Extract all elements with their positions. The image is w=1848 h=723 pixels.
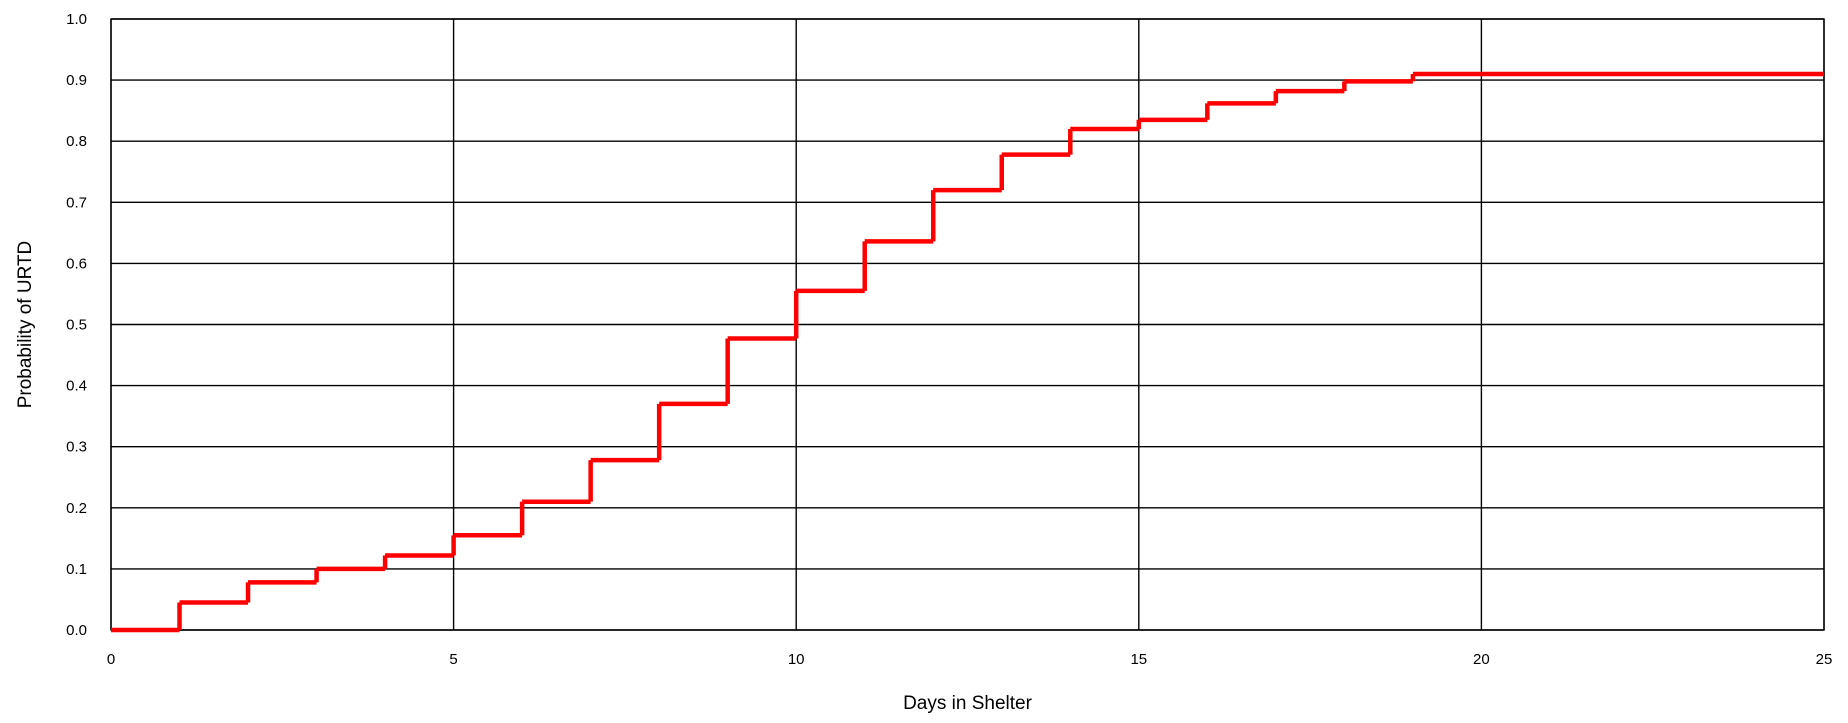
y-axis-title: Probability of URTD <box>15 241 36 409</box>
x-axis-tick-labels: 0 5 10 15 20 25 <box>107 651 1833 668</box>
series-0 <box>111 71 1824 633</box>
y-tick-label: 0.9 <box>66 72 87 89</box>
y-tick-label: 0.3 <box>66 439 87 456</box>
y-tick-label: 0.2 <box>66 500 87 517</box>
y-tick-label: 1.0 <box>66 11 87 28</box>
x-tick-label: 15 <box>1130 651 1147 668</box>
y-tick-label: 0.5 <box>66 317 87 334</box>
y-tick-label: 0.1 <box>66 561 87 578</box>
data-series-layer <box>111 71 1824 633</box>
y-tick-label: 0.8 <box>66 133 87 150</box>
x-tick-label: 5 <box>449 651 457 668</box>
plot-area-frame <box>110 18 1825 631</box>
x-tick-label: 20 <box>1473 651 1490 668</box>
y-axis-tick-labels: 0.0 0.1 0.2 0.3 0.4 0.5 0.6 0.7 0.8 0.9 1.0 <box>66 11 87 639</box>
grid-lines <box>110 18 1825 631</box>
x-axis-title: Days in Shelter <box>903 693 1033 714</box>
y-tick-label: 0.7 <box>66 194 87 211</box>
y-tick-label: 0.6 <box>66 255 87 272</box>
y-tick-label: 0.4 <box>66 378 87 395</box>
x-tick-label: 25 <box>1816 651 1833 668</box>
x-tick-label: 10 <box>788 651 805 668</box>
x-tick-label: 0 <box>107 651 115 668</box>
y-tick-label: 0.0 <box>66 622 87 639</box>
